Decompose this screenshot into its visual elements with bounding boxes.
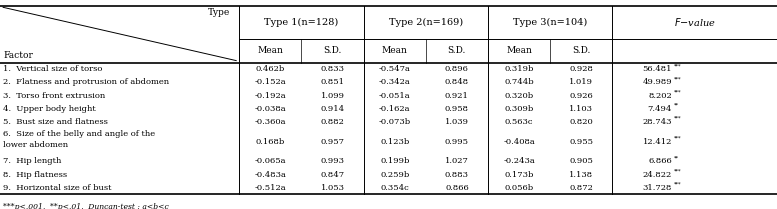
Text: -0.483a: -0.483a: [254, 171, 287, 179]
Text: ***: ***: [674, 182, 681, 187]
Text: 0.173b: 0.173b: [504, 171, 534, 179]
Text: 28.743: 28.743: [643, 118, 672, 126]
Text: ***: ***: [674, 63, 681, 68]
Text: 0.905: 0.905: [570, 157, 593, 166]
Text: -0.360a: -0.360a: [255, 118, 286, 126]
Text: **: **: [674, 155, 678, 160]
Text: 0.309b: 0.309b: [504, 105, 534, 113]
Text: 0.882: 0.882: [321, 118, 344, 126]
Text: 0.833: 0.833: [321, 65, 344, 73]
Text: 0.883: 0.883: [445, 171, 469, 179]
Text: 0.993: 0.993: [321, 157, 344, 166]
Text: S.D.: S.D.: [572, 46, 591, 55]
Text: ***: ***: [674, 116, 681, 121]
Text: 1.053: 1.053: [321, 184, 344, 192]
Text: 1.099: 1.099: [321, 92, 344, 100]
Text: ***: ***: [674, 135, 681, 140]
Text: 1.027: 1.027: [445, 157, 469, 166]
Text: 1.039: 1.039: [445, 118, 469, 126]
Text: Mean: Mean: [506, 46, 532, 55]
Text: 0.921: 0.921: [445, 92, 469, 100]
Text: -0.547a: -0.547a: [378, 65, 411, 73]
Text: ***p<.001,  **p<.01,  Duncan-test : a<b<c: ***p<.001, **p<.01, Duncan-test : a<b<c: [3, 203, 169, 209]
Text: 0.259b: 0.259b: [380, 171, 409, 179]
Text: Type 1(n=128): Type 1(n=128): [264, 18, 339, 27]
Text: -0.162a: -0.162a: [379, 105, 410, 113]
Text: -0.051a: -0.051a: [379, 92, 410, 100]
Text: S.D.: S.D.: [323, 46, 342, 55]
Text: Mean: Mean: [382, 46, 408, 55]
Text: 0.848: 0.848: [444, 78, 469, 87]
Text: 0.866: 0.866: [445, 184, 469, 192]
Text: Type 2(n=169): Type 2(n=169): [388, 18, 463, 27]
Text: -0.152a: -0.152a: [255, 78, 286, 87]
Text: ***: ***: [674, 89, 681, 94]
Text: 1.019: 1.019: [570, 78, 593, 87]
Text: 0.872: 0.872: [570, 184, 593, 192]
Text: 2.  Flatness and protrusion of abdomen: 2. Flatness and protrusion of abdomen: [3, 78, 169, 87]
Text: 0.896: 0.896: [445, 65, 469, 73]
Text: **: **: [674, 103, 678, 108]
Text: 9.  Horizontal size of bust: 9. Horizontal size of bust: [3, 184, 112, 192]
Text: Type: Type: [207, 8, 230, 17]
Text: 0.957: 0.957: [321, 138, 344, 146]
Text: Factor: Factor: [4, 51, 33, 60]
Text: ***: ***: [674, 168, 681, 173]
Text: -0.342a: -0.342a: [379, 78, 410, 87]
Text: 0.123b: 0.123b: [380, 138, 409, 146]
Text: 7.  Hip length: 7. Hip length: [3, 157, 61, 166]
Text: 0.320b: 0.320b: [504, 92, 534, 100]
Text: 0.354c: 0.354c: [380, 184, 409, 192]
Text: Mean: Mean: [257, 46, 284, 55]
Text: 49.989: 49.989: [643, 78, 672, 87]
Text: 7.494: 7.494: [648, 105, 672, 113]
Text: 6.866: 6.866: [648, 157, 672, 166]
Text: 8.202: 8.202: [648, 92, 672, 100]
Text: lower abdomen: lower abdomen: [3, 141, 68, 149]
Text: 0.744b: 0.744b: [504, 78, 534, 87]
Text: 56.481: 56.481: [643, 65, 672, 73]
Text: 31.728: 31.728: [643, 184, 672, 192]
Text: 1.138: 1.138: [569, 171, 594, 179]
Text: -0.512a: -0.512a: [255, 184, 286, 192]
Text: 5.  Bust size and flatness: 5. Bust size and flatness: [3, 118, 108, 126]
Text: -0.408a: -0.408a: [503, 138, 535, 146]
Text: 8.  Hip flatness: 8. Hip flatness: [3, 171, 68, 179]
Text: 0.955: 0.955: [570, 138, 593, 146]
Text: 0.926: 0.926: [570, 92, 593, 100]
Text: 24.822: 24.822: [643, 171, 672, 179]
Text: 0.319b: 0.319b: [504, 65, 534, 73]
Text: 0.199b: 0.199b: [380, 157, 409, 166]
Text: -0.065a: -0.065a: [255, 157, 286, 166]
Text: 1.103: 1.103: [570, 105, 593, 113]
Text: 4.  Upper body height: 4. Upper body height: [3, 105, 96, 113]
Text: 0.168b: 0.168b: [256, 138, 285, 146]
Text: -0.192a: -0.192a: [255, 92, 286, 100]
Text: 0.851: 0.851: [321, 78, 344, 87]
Text: 0.847: 0.847: [320, 171, 345, 179]
Text: 0.914: 0.914: [320, 105, 345, 113]
Text: Type 3(n=104): Type 3(n=104): [513, 18, 587, 27]
Text: -0.243a: -0.243a: [503, 157, 535, 166]
Text: 0.462b: 0.462b: [256, 65, 285, 73]
Text: $F$$-$value: $F$$-$value: [674, 17, 716, 28]
Text: 0.056b: 0.056b: [504, 184, 534, 192]
Text: 0.928: 0.928: [570, 65, 593, 73]
Text: 0.563c: 0.563c: [505, 118, 533, 126]
Text: 0.995: 0.995: [445, 138, 469, 146]
Text: -0.073b: -0.073b: [378, 118, 411, 126]
Text: 0.820: 0.820: [570, 118, 593, 126]
Text: 3.  Torso front extrusion: 3. Torso front extrusion: [3, 92, 106, 100]
Text: 0.958: 0.958: [445, 105, 469, 113]
Text: 6.  Size of the belly and angle of the: 6. Size of the belly and angle of the: [3, 130, 155, 138]
Text: 1.  Vertical size of torso: 1. Vertical size of torso: [3, 65, 103, 73]
Text: 12.412: 12.412: [643, 138, 672, 146]
Text: -0.038a: -0.038a: [255, 105, 286, 113]
Text: ***: ***: [674, 76, 681, 81]
Text: S.D.: S.D.: [448, 46, 466, 55]
